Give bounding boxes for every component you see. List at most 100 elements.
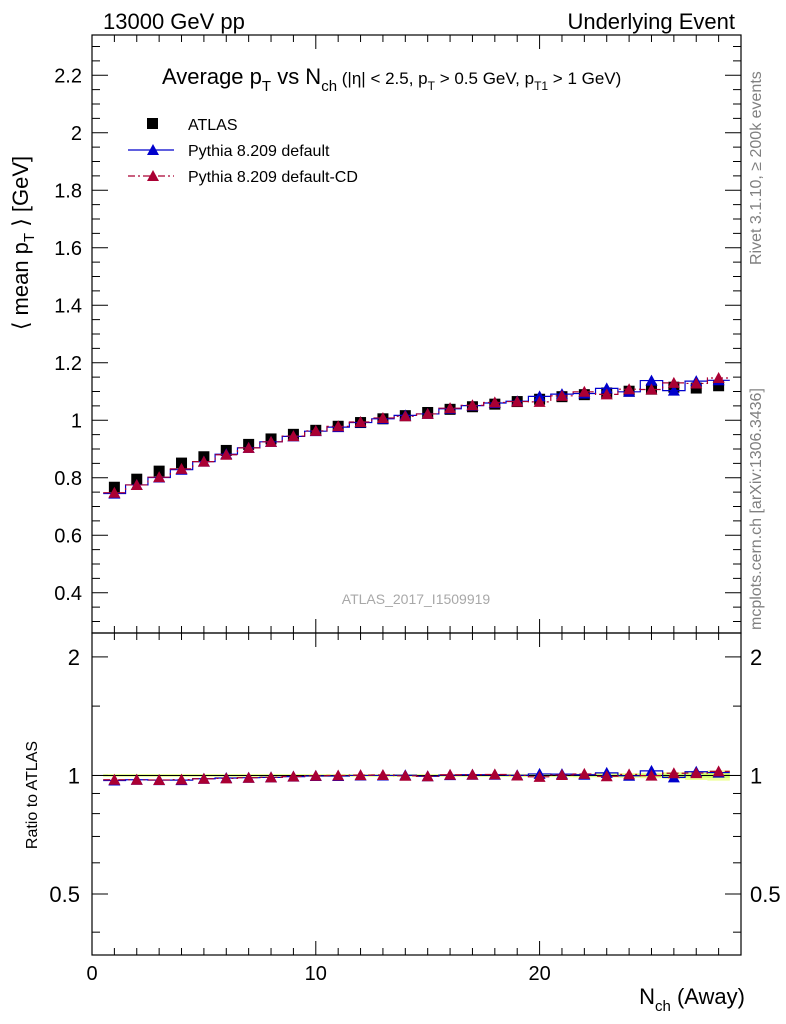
ratio-pythia-cd-point [376,768,389,780]
pythia-cd-point [309,424,322,436]
ratio-y-tick-label-right: 2 [750,645,762,670]
pythia-cd-point [220,448,233,460]
x-tick-label: 0 [86,963,97,985]
ratio-pythia-cd-point [265,771,278,783]
pythia-cd-point [399,410,412,422]
y-tick-label: 1.6 [54,238,82,260]
ratio-pythia-cd-point [578,767,591,779]
pythia-cd-point [444,402,457,414]
analysis-watermark: ATLAS_2017_I1509919 [342,591,491,607]
pythia-cd-point [645,383,658,395]
mcplots-label: mcplots.cern.ch [arXiv:1306.3436] [748,388,765,630]
ratio-pythia-cd-point [600,770,613,782]
ratio-pythia-cd-point [421,770,434,782]
pythia-cd-point [332,420,345,432]
y-tick-label: 0.4 [54,583,82,605]
ratio-pythia-cd-point [488,768,501,780]
pythia-cd-point [130,478,143,490]
pythia-cd-point [153,471,166,483]
atlas-point [713,380,725,392]
y-tick-label: 0.8 [54,468,82,490]
pythia-cd-point [533,395,546,407]
legend-label-atlas: ATLAS [188,117,238,134]
y-axis-label-ratio: Ratio to ATLAS [24,741,41,849]
pythia-cd-point [667,376,680,388]
ratio-pythia-cd-point [511,769,524,781]
pythia-cd-point [242,441,255,453]
x-tick-label: 20 [528,963,550,985]
ratio-y-tick-label: 2 [68,645,80,670]
ratio-pythia-cd-point [354,769,367,781]
pythia-cd-point [376,411,389,423]
rivet-label: Rivet 3.1.10, ≥ 200k events [748,71,765,265]
pythia-cd-point [421,407,434,419]
pythia-cd-point [690,377,703,389]
y-tick-label: 1.4 [54,295,82,317]
header-right: Underlying Event [567,9,735,34]
ratio-pythia-cd-point [623,768,636,780]
legend-label-pythia-cd: Pythia 8.209 default-CD [188,169,358,186]
y-axis-label-main: ⟨ mean pT ⟩ [GeV] [8,156,38,330]
pythia-cd-point [108,486,121,498]
ratio-y-tick-label: 1 [68,763,80,788]
x-axis-label: Nch (Away) [639,984,745,1015]
pythia-cd-point [600,388,613,400]
ratio-y-tick-label-right: 1 [750,763,762,788]
pythia-cd-point [511,395,524,407]
ratio-pythia-cd-point [309,769,322,781]
pythia-default-point [600,382,613,394]
ratio-pythia-cd-point [153,773,166,785]
y-tick-label: 0.6 [54,525,82,547]
ratio-y-tick-label-right: 0.5 [750,882,781,907]
pythia-cd-point [488,396,501,408]
ratio-pythia-cd-point [667,767,680,779]
ratio-y-tick-label: 0.5 [49,882,80,907]
x-tick-label: 10 [305,963,327,985]
y-tick-label: 2.2 [54,65,82,87]
pythia-cd-line [103,377,730,494]
ratio-pythia-cd-line [103,770,730,781]
pythia-cd-point [623,383,636,395]
ratio-pythia-cd-point [242,771,255,783]
legend-marker-pythia-default [147,144,159,155]
pythia-default-line [103,379,730,495]
y-tick-label: 2 [71,123,82,145]
pythia-default-point [645,374,658,386]
ratio-pythia-cd-point [108,773,121,785]
pythia-cd-point [265,435,278,447]
main-panel: 0.4 0.6 0.8 1 1.2 1.4 1.6 1.8 2 2.2 [54,34,742,634]
plot-frame [91,632,742,956]
ratio-pythia-cd-point [287,770,300,782]
legend-marker-pythia-cd [147,170,159,181]
ratio-pythia-cd-point [399,769,412,781]
legend: ATLAS Pythia 8.209 default Pythia 8.209 … [128,117,358,186]
pythia-cd-point [712,371,725,383]
legend-marker-atlas [147,118,158,129]
y-tick-label: 1 [71,410,82,432]
ratio-pythia-cd-point [555,768,568,780]
ratio-pythia-cd-point [533,770,546,782]
ratio-pythia-cd-point [332,769,345,781]
pythia-cd-point [354,415,367,427]
pythia-cd-point [197,455,210,467]
pythia-cd-point [287,430,300,442]
ratio-pythia-cd-point [712,765,725,777]
y-tick-label: 1.2 [54,353,82,375]
ratio-pythia-cd-point [444,768,457,780]
pythia-cd-point [578,385,591,397]
ratio-pythia-cd-point [466,768,479,780]
legend-label-pythia-default: Pythia 8.209 default [188,143,330,160]
pythia-default-point [667,384,680,396]
ratio-pythia-cd-point [175,773,188,785]
ratio-pythia-cd-point [197,772,210,784]
header-left: 13000 GeV pp [103,9,245,34]
ratio-pythia-cd-point [690,767,703,779]
ratio-panel: 0 10 20 0.5 0.5 1 1 2 2 [49,632,781,985]
ratio-pythia-cd-point [130,773,143,785]
y-tick-label: 1.8 [54,180,82,202]
pythia-cd-point [466,399,479,411]
pythia-cd-point [175,462,188,474]
ratio-pythia-cd-point [220,772,233,784]
main-title: Average pT vs Nch (|η| < 2.5, pT > 0.5 G… [162,64,621,95]
